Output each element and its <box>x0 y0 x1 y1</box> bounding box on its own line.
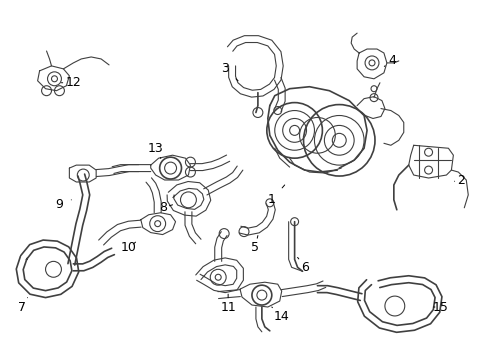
Text: 1: 1 <box>268 185 285 206</box>
Text: 5: 5 <box>251 235 259 254</box>
Text: 11: 11 <box>220 294 236 314</box>
Text: 14: 14 <box>272 307 290 323</box>
Text: 3: 3 <box>221 62 238 81</box>
Text: 6: 6 <box>297 257 310 274</box>
Text: 9: 9 <box>55 198 72 211</box>
Text: 13: 13 <box>148 142 164 158</box>
Text: 4: 4 <box>384 54 396 67</box>
Text: 2: 2 <box>455 174 466 186</box>
Text: 7: 7 <box>18 298 27 314</box>
Text: 10: 10 <box>121 241 137 254</box>
Text: 8: 8 <box>159 201 172 214</box>
Text: 12: 12 <box>61 76 81 89</box>
Text: 15: 15 <box>433 301 448 314</box>
